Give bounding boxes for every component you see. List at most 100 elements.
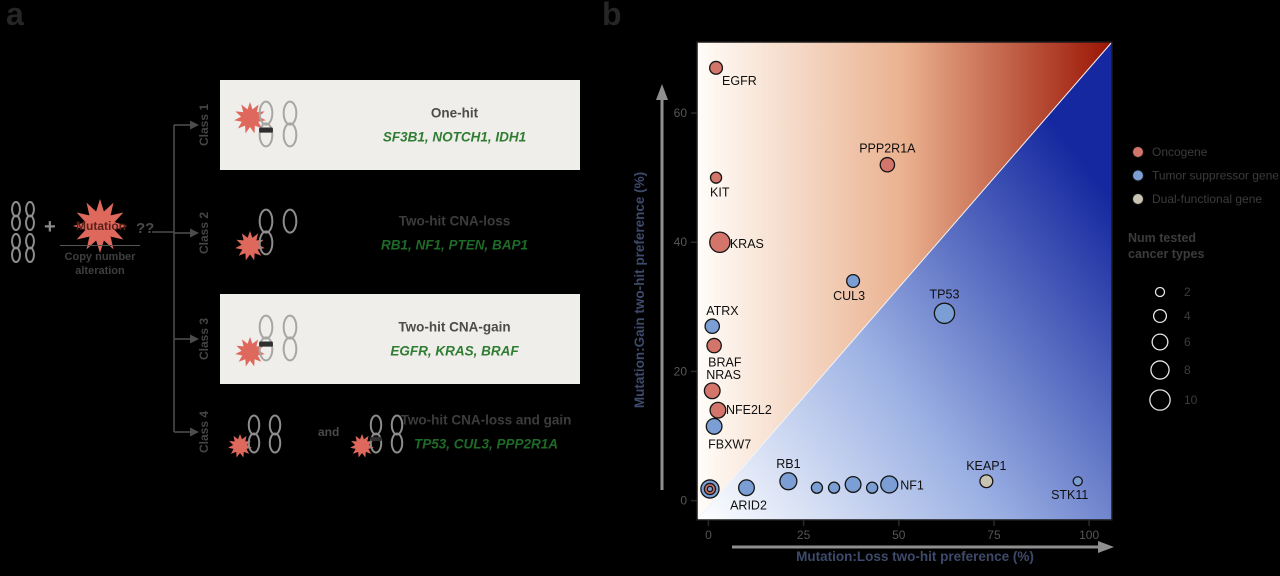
chromosome-glyph	[258, 122, 274, 148]
copy-number-alteration-label: Copy number alteration	[50, 250, 150, 279]
class-branch-connectors	[152, 120, 199, 437]
class-2-label: Class 2	[197, 211, 211, 255]
class-2-title: Two-hit CNA-loss	[398, 213, 511, 229]
cna-band	[259, 341, 273, 347]
scatter-point-BRAF	[706, 337, 722, 354]
point-label-NF1: NF1	[900, 478, 924, 492]
point-label-BRAF: BRAF	[708, 356, 742, 370]
chromosome-glyph	[11, 214, 21, 232]
scatter-point-STK11	[1072, 476, 1083, 487]
scatter-point-NRAS	[703, 382, 721, 400]
plus-sign: +	[44, 216, 56, 238]
scatter-point	[706, 485, 714, 493]
y-axis-arrowhead-icon	[656, 84, 668, 100]
mutation-star-icon	[350, 434, 374, 458]
class-row-4: Class 4 and Two-hit CNA-loss and gain TP…	[190, 392, 580, 472]
legend-dot-tsg	[1132, 169, 1144, 182]
scatter-point	[865, 481, 879, 494]
class-2-body: Two-hit CNA-loss RB1, NF1, PTEN, BAP1	[220, 188, 580, 278]
class-4-body: and Two-hit CNA-loss and gain TP53, CUL3…	[220, 392, 580, 472]
size-legend-value: 10	[1184, 393, 1198, 407]
plot-border	[696, 41, 1113, 521]
y-tick-label: 40	[674, 235, 688, 249]
size-legend-value: 4	[1184, 309, 1191, 323]
chromosome-glyph	[282, 208, 298, 234]
class-4-texts: Two-hit CNA-loss and gain TP53, CUL3, PP…	[398, 413, 574, 452]
chromosome-glyph	[11, 246, 21, 264]
scatter-point	[827, 481, 841, 494]
class-3-title: Two-hit CNA-gain	[398, 319, 511, 335]
class-3-box: Two-hit CNA-gain EGFR, KRAS, BRAF	[220, 294, 580, 384]
legend-dot-dual	[1132, 193, 1144, 205]
size-legend-circle	[1154, 286, 1166, 298]
point-label-KRAS: KRAS	[730, 237, 764, 251]
scatter-point-FBXW7	[705, 417, 723, 435]
chromosome-glyph	[25, 214, 35, 232]
scatter-point-PPP2R1A	[879, 156, 896, 173]
genome-and-mutation-icons	[11, 199, 127, 264]
class-1-genes: SF3B1, NOTCH1, IDH1	[382, 129, 527, 145]
cna-band	[259, 127, 273, 133]
legend-label-tsg: Tumor suppressor gene	[1152, 169, 1279, 183]
x-axis-label: Mutation:Loss two-hit preference (%)	[796, 549, 1034, 564]
class-1-label: Class 1	[197, 103, 211, 147]
class-1-box: One-hit SF3B1, NOTCH1, IDH1	[220, 80, 580, 170]
point-label-EGFR: EGFR	[722, 74, 757, 88]
legend-label-dual: Dual-functional gene	[1152, 192, 1262, 206]
chromosome-pair-icon	[235, 314, 298, 367]
x-tick-label: 0	[705, 528, 712, 542]
chromosome-glyph	[25, 200, 35, 218]
scatter-point-RB1	[779, 472, 798, 491]
point-label-KEAP1: KEAP1	[966, 459, 1006, 473]
x-tick-label: 100	[1079, 528, 1099, 542]
scatter-point	[810, 481, 824, 494]
scatter-point-KIT	[709, 171, 723, 184]
scatter-point-ARID2	[738, 479, 755, 497]
class-3-texts: Two-hit CNA-gain EGFR, KRAS, BRAF	[335, 320, 574, 359]
scatter-point	[844, 475, 862, 493]
chromosome-glyph	[258, 100, 274, 126]
class-1-title: One-hit	[430, 105, 479, 121]
x-tick-label: 25	[797, 528, 811, 542]
mutation-star-icon	[235, 337, 265, 367]
size-legend-title-line1: Num tested	[1128, 231, 1196, 245]
cna-label-line1: Copy number	[64, 251, 136, 263]
mutation-star-icon	[73, 199, 127, 253]
mutation-star-icon	[235, 231, 265, 261]
legend-dot-oncogene	[1132, 146, 1144, 158]
chromosome-pair-icon	[234, 100, 298, 148]
panel-a-label: a	[6, 0, 24, 32]
y-axis-label: Mutation:Gain two-hit preference (%)	[632, 172, 647, 408]
point-label-KIT: KIT	[710, 186, 730, 200]
chromosome-glyph	[258, 208, 274, 234]
chromosome-pair-gain-icon	[350, 414, 404, 458]
chromosome-glyph	[11, 200, 21, 218]
class-3-genes: EGFR, KRAS, BRAF	[390, 343, 519, 359]
point-label-FBXW7: FBXW7	[708, 437, 751, 451]
chromosome-glyph	[282, 122, 298, 148]
scatter-point-EGFR	[708, 60, 724, 75]
class-4-genes: TP53, CUL3, PPP2R1A	[413, 436, 559, 452]
x-tick-label: 50	[892, 528, 906, 542]
point-label-NFE2L2: NFE2L2	[726, 403, 772, 417]
scatter-point-CUL3	[846, 273, 861, 289]
arrow-head-icon	[190, 120, 199, 130]
point-label-NRAS: NRAS	[706, 368, 741, 382]
arrow-head-icon	[190, 228, 199, 238]
y-tick-label: 0	[680, 494, 687, 508]
class-2-texts: Two-hit CNA-loss RB1, NF1, PTEN, BAP1	[335, 214, 574, 253]
chromosome-glyph	[258, 314, 274, 340]
size-legend-value: 8	[1184, 363, 1191, 377]
class-row-1: Class 1 One-hit SF3B1, NOTCH1, IDH1	[190, 80, 580, 170]
size-legend-circle	[1152, 308, 1168, 324]
and-label: and	[318, 425, 340, 439]
arrow-head-icon	[190, 334, 199, 344]
chromosome-glyph	[25, 246, 35, 264]
size-legend-value: 2	[1184, 285, 1191, 299]
point-label-ATRX: ATRX	[706, 304, 739, 318]
legend-label-oncogene: Oncogene	[1152, 145, 1208, 159]
chromosome-glyph	[247, 432, 261, 454]
point-label-PPP2R1A: PPP2R1A	[859, 142, 916, 156]
class-3-label: Class 3	[197, 317, 211, 361]
scatter-point-NFE2L2	[709, 401, 727, 419]
